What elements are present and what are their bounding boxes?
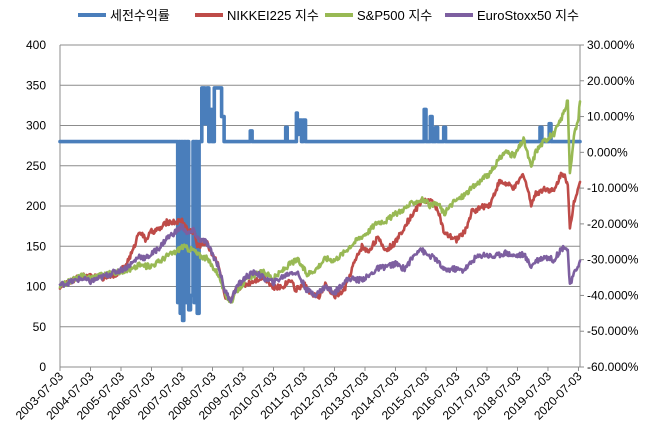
y-right-tick-label: 20.000% [587, 74, 635, 88]
y-left-tick-label: 400 [26, 38, 46, 52]
y-left-tick-label: 250 [26, 159, 46, 173]
series-line-3 [58, 223, 582, 304]
y-right-tick-label: -50.000% [587, 324, 639, 338]
y-left-tick-label: 50 [33, 320, 47, 334]
legend-label-1: NIKKEI225 지수 [227, 8, 319, 23]
y-left-tick-label: 0 [39, 360, 46, 374]
y-right-tick-label: -60.000% [587, 360, 639, 374]
series-line-0 [58, 86, 582, 323]
legend-label-2: S&P500 지수 [357, 8, 432, 23]
y-left-tick-label: 300 [26, 119, 46, 133]
y-left-tick-label: 100 [26, 280, 46, 294]
y-right-tick-label: 30.000% [587, 38, 635, 52]
y-right-tick-label: 0.000% [587, 145, 628, 159]
y-right-tick-label: -40.000% [587, 288, 639, 302]
series-lines [58, 86, 582, 323]
y-right-tick-label: -10.000% [587, 181, 639, 195]
y-left-tick-label: 350 [26, 78, 46, 92]
y-right-tick-label: 10.000% [587, 110, 635, 124]
legend-label-3: EuroStoxx50 지수 [477, 8, 579, 23]
axes: 0 50 100 150 200 250 300 350 400 -60.000% -50.000%… [13, 38, 639, 423]
legend-label-0: 세전수익률 [110, 8, 170, 23]
y-left-tick-label: 150 [26, 239, 46, 253]
y-left-tick-label: 200 [26, 199, 46, 213]
series-line-2 [58, 99, 582, 304]
y-right-tick-label: -30.000% [587, 253, 639, 267]
legend: 세전수익률 NIKKEI225 지수 S&P500 지수 EuroStoxx50 지수 [78, 8, 579, 23]
y-right-tick-label: -20.000% [587, 217, 639, 231]
series-line-1 [58, 171, 582, 302]
gridlines [60, 44, 580, 328]
